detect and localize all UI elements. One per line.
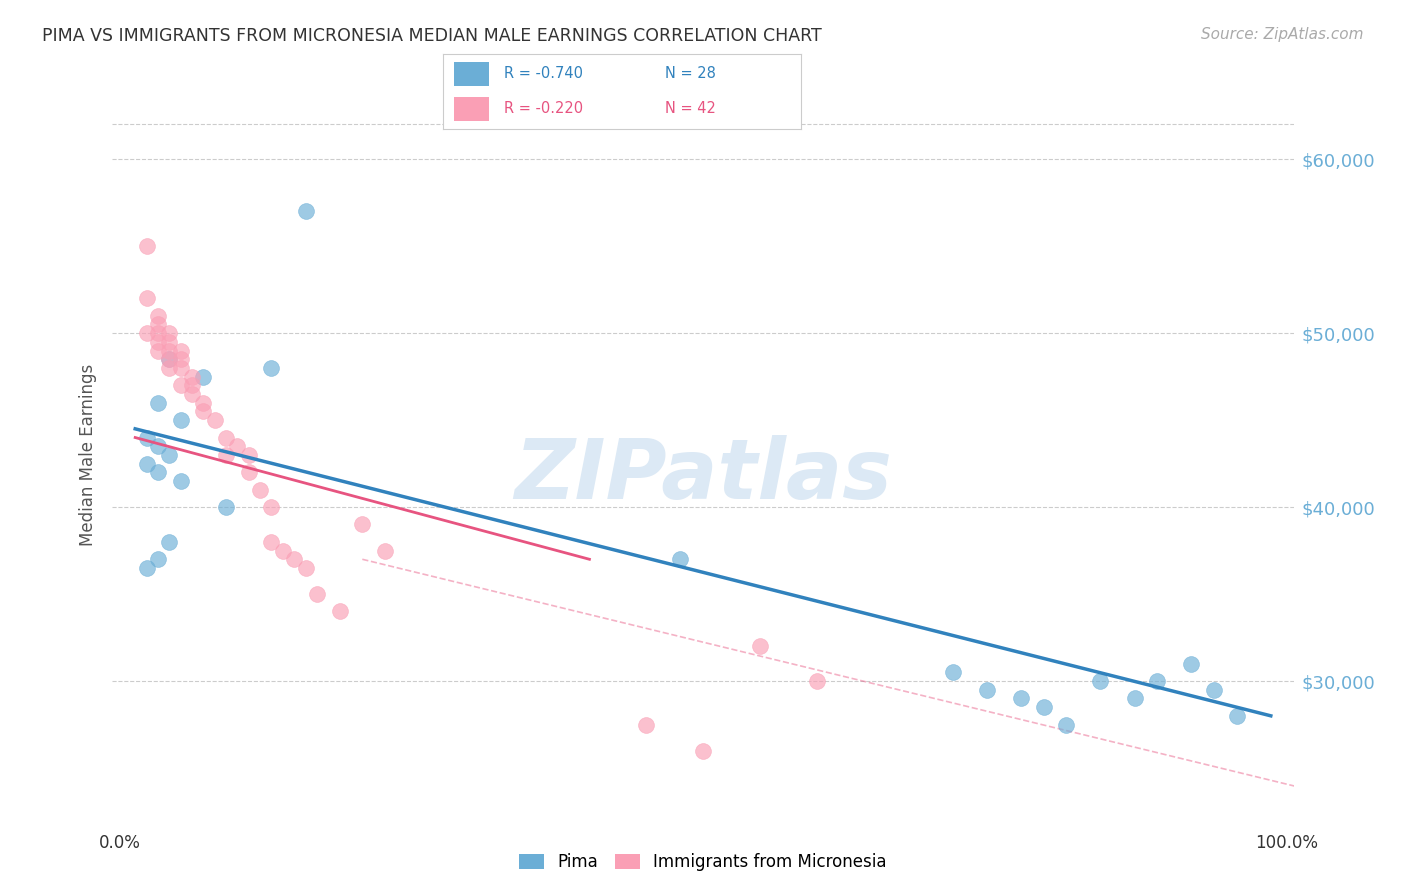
Point (169, 413, 191, 427)
Point (157, 352, 180, 367)
Point (748, 640, 770, 654)
Point (193, 404, 215, 418)
Point (146, 334, 169, 349)
Point (1180, 657, 1202, 671)
Point (1032, 700, 1054, 714)
Point (169, 343, 191, 358)
Point (146, 309, 169, 323)
Text: 100.0%: 100.0% (1256, 834, 1317, 852)
Legend: Pima, Immigrants from Micronesia: Pima, Immigrants from Micronesia (513, 847, 893, 878)
Point (260, 361, 283, 376)
Point (146, 396, 169, 410)
Point (146, 439, 169, 453)
Point (226, 439, 249, 453)
Point (146, 343, 169, 358)
Point (1010, 691, 1032, 706)
Point (157, 361, 180, 376)
Text: PIMA VS IMMIGRANTS FROM MICRONESIA MEDIAN MALE EARNINGS CORRELATION CHART: PIMA VS IMMIGRANTS FROM MICRONESIA MEDIA… (42, 27, 823, 45)
Text: R = -0.220: R = -0.220 (503, 102, 583, 116)
Point (157, 448, 180, 462)
Point (157, 343, 180, 358)
Point (1226, 709, 1249, 723)
Point (669, 552, 692, 566)
Point (157, 352, 180, 367)
Point (215, 448, 238, 462)
Point (215, 431, 238, 445)
Point (193, 396, 215, 410)
Point (135, 561, 157, 575)
Point (329, 605, 352, 619)
Text: 0.0%: 0.0% (98, 834, 141, 852)
Point (283, 552, 305, 566)
Point (135, 326, 157, 341)
Point (135, 292, 157, 306)
Point (135, 239, 157, 253)
Point (157, 334, 180, 349)
Point (260, 500, 283, 515)
Point (806, 674, 828, 689)
Point (204, 413, 226, 427)
Point (181, 369, 204, 384)
Point (215, 500, 238, 515)
Point (249, 483, 271, 497)
Point (146, 326, 169, 341)
Text: ZIPatlas: ZIPatlas (515, 435, 891, 516)
Text: Source: ZipAtlas.com: Source: ZipAtlas.com (1201, 27, 1364, 42)
Point (181, 387, 204, 401)
Point (942, 665, 965, 680)
Point (976, 682, 998, 697)
Point (169, 352, 191, 367)
Point (1090, 674, 1112, 689)
Point (169, 378, 191, 392)
Point (146, 318, 169, 332)
Bar (454, 62, 489, 87)
Point (1146, 674, 1168, 689)
Point (181, 378, 204, 392)
Point (352, 517, 374, 532)
Point (260, 535, 283, 549)
Point (169, 361, 191, 376)
Point (238, 466, 260, 480)
Point (157, 326, 180, 341)
Text: N = 42: N = 42 (665, 102, 716, 116)
Point (135, 457, 157, 471)
Point (1054, 717, 1077, 731)
Y-axis label: Median Male Earnings: Median Male Earnings (79, 364, 97, 546)
Point (294, 561, 316, 575)
Point (135, 431, 157, 445)
Point (157, 535, 180, 549)
Point (294, 204, 316, 219)
Text: R = -0.740: R = -0.740 (503, 67, 583, 81)
Point (169, 474, 191, 488)
Point (193, 369, 215, 384)
Point (1123, 691, 1146, 706)
Point (374, 543, 396, 558)
Point (305, 587, 328, 601)
Bar (454, 96, 489, 121)
Point (692, 744, 714, 758)
Point (1202, 682, 1225, 697)
Point (271, 543, 294, 558)
Point (146, 466, 169, 480)
Point (146, 552, 169, 566)
Point (636, 717, 658, 731)
Point (238, 448, 260, 462)
Text: N = 28: N = 28 (665, 67, 716, 81)
